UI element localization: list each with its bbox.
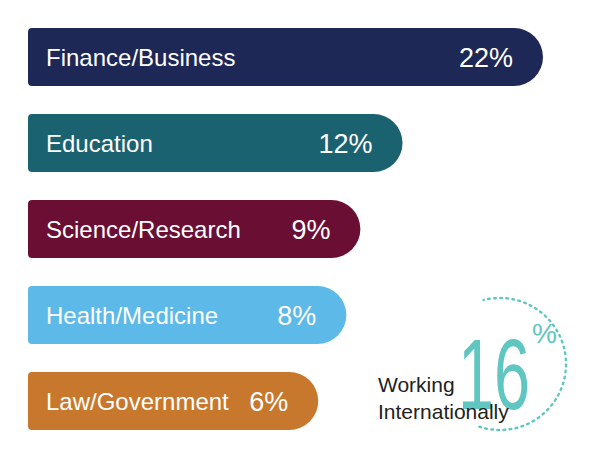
data-label: 22%	[459, 43, 513, 73]
chart: Finance/Business Education Science/Researc…	[0, 0, 600, 464]
bars	[28, 28, 543, 430]
category-label: Finance/Business	[46, 44, 235, 71]
bar	[28, 114, 403, 172]
category-label: Science/Research	[46, 216, 241, 243]
category-label: Education	[46, 130, 153, 157]
data-label: 12%	[318, 129, 372, 159]
category-label: Health/Medicine	[46, 302, 218, 329]
data-label: 9%	[291, 215, 330, 245]
bar	[28, 28, 543, 86]
labels: Finance/Business Education Science/Researc…	[46, 43, 513, 417]
bar	[28, 372, 318, 430]
annotation-line: Working	[378, 373, 455, 396]
annotation: 16%WorkingInternationally	[378, 298, 566, 430]
category-label: Law/Government	[46, 388, 229, 415]
data-label: 6%	[249, 387, 288, 417]
annotation-line: Internationally	[378, 400, 509, 423]
annotation-unit: %	[532, 318, 557, 349]
bar	[28, 286, 346, 344]
data-label: 8%	[277, 301, 316, 331]
annotation-text: Working Internationally	[378, 373, 509, 423]
bar	[28, 200, 360, 258]
